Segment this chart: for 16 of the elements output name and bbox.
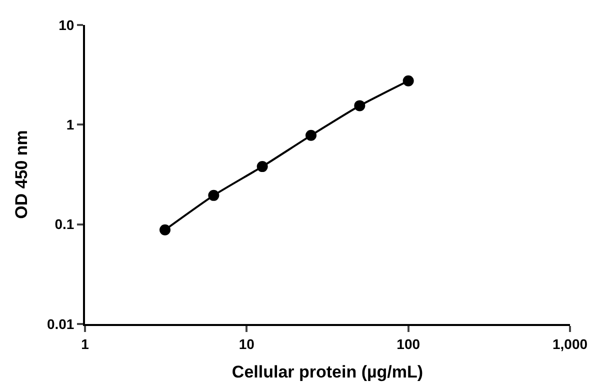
x-tick-label: 10	[238, 336, 255, 352]
point	[160, 224, 170, 236]
y-tick-label: 1	[66, 116, 74, 133]
y-axis-title: OD 450 nm	[12, 130, 31, 219]
y-tick-label: 0.01	[46, 316, 74, 332]
point	[208, 190, 220, 201]
x-tick-label: 100	[396, 336, 420, 352]
point	[354, 100, 366, 112]
point	[306, 130, 316, 141]
x-tick-label: 1	[81, 336, 90, 352]
x-axis-title: Cellular protein (µg/mL)	[232, 362, 424, 382]
point	[256, 161, 268, 172]
y-tick-label: 0.1	[54, 216, 74, 232]
y-tick-label: 10	[58, 16, 74, 33]
point	[402, 75, 414, 86]
x-tick-label: 1,000	[552, 336, 588, 352]
